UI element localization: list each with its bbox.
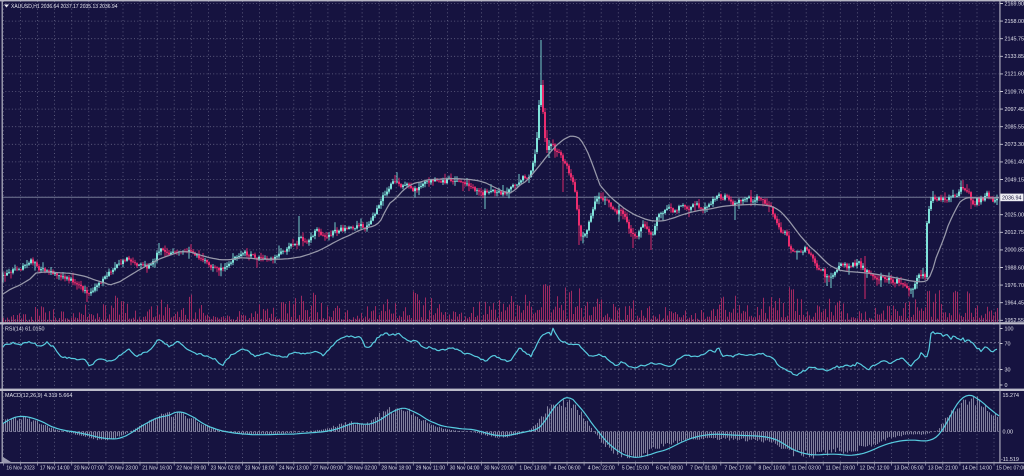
svg-text:8 Dec 10:00: 8 Dec 10:00 xyxy=(759,466,786,472)
svg-text:23 Nov 02:00: 23 Nov 02:00 xyxy=(211,466,241,472)
svg-text:11 Dec 19:00: 11 Dec 19:00 xyxy=(826,466,856,472)
svg-text:2121.60: 2121.60 xyxy=(1005,72,1024,78)
svg-text:2036.94: 2036.94 xyxy=(1002,196,1022,202)
svg-text:16 Nov 2023: 16 Nov 2023 xyxy=(6,466,35,472)
svg-text:-11.519: -11.519 xyxy=(1001,457,1019,463)
svg-text:15.274: 15.274 xyxy=(1003,393,1020,399)
svg-text:2012.75: 2012.75 xyxy=(1005,230,1024,236)
svg-text:0.00: 0.00 xyxy=(1003,429,1014,435)
svg-text:30 Nov 20:00: 30 Nov 20:00 xyxy=(484,466,514,472)
svg-text:1952.55: 1952.55 xyxy=(1005,318,1024,324)
svg-text:13 Dec 21:00: 13 Dec 21:00 xyxy=(928,466,958,472)
svg-text:MACD(12,26,9) 4.319 5.664: MACD(12,26,9) 4.319 5.664 xyxy=(5,393,72,399)
svg-text:2085.55: 2085.55 xyxy=(1005,125,1024,131)
svg-text:2169.90: 2169.90 xyxy=(1005,1,1024,7)
svg-text:30: 30 xyxy=(1005,367,1011,373)
svg-text:2049.15: 2049.15 xyxy=(1005,177,1024,183)
svg-text:30 Nov 04:00: 30 Nov 04:00 xyxy=(450,466,480,472)
svg-text:17 Nov 14:00: 17 Nov 14:00 xyxy=(40,466,70,472)
svg-text:22 Nov 09:00: 22 Nov 09:00 xyxy=(176,466,206,472)
svg-text:15 Dec 07:00: 15 Dec 07:00 xyxy=(996,466,1024,472)
svg-text:1 Dec 13:00: 1 Dec 13:00 xyxy=(519,466,546,472)
svg-text:2145.75: 2145.75 xyxy=(1005,37,1024,43)
svg-text:27 Nov 09:00: 27 Nov 09:00 xyxy=(313,466,343,472)
svg-text:7 Dec 17:00: 7 Dec 17:00 xyxy=(724,466,751,472)
svg-text:12 Dec 12:00: 12 Dec 12:00 xyxy=(860,466,890,472)
svg-text:20 Nov 23:00: 20 Nov 23:00 xyxy=(108,466,138,472)
svg-text:29 Nov 11:00: 29 Nov 11:00 xyxy=(416,466,446,472)
svg-text:4 Dec 06:00: 4 Dec 06:00 xyxy=(554,466,581,472)
svg-text:14 Dec 14:00: 14 Dec 14:00 xyxy=(962,466,992,472)
svg-text:20 Nov 07:00: 20 Nov 07:00 xyxy=(74,466,104,472)
svg-text:24 Nov 13:00: 24 Nov 13:00 xyxy=(279,466,309,472)
svg-text:2061.40: 2061.40 xyxy=(1005,160,1024,166)
svg-text:2109.70: 2109.70 xyxy=(1005,89,1024,95)
svg-text:13 Dec 05:00: 13 Dec 05:00 xyxy=(894,466,924,472)
svg-text:5 Dec 15:00: 5 Dec 15:00 xyxy=(622,466,649,472)
svg-text:28 Nov 02:00: 28 Nov 02:00 xyxy=(347,466,377,472)
svg-text:1976.70: 1976.70 xyxy=(1005,283,1024,289)
svg-text:RSI(14) 61.0150: RSI(14) 61.0150 xyxy=(5,327,45,333)
svg-text:2000.85: 2000.85 xyxy=(1005,248,1024,254)
svg-text:4 Dec 22:00: 4 Dec 22:00 xyxy=(588,466,615,472)
svg-text:28 Nov 18:00: 28 Nov 18:00 xyxy=(381,466,411,472)
svg-text:2025.00: 2025.00 xyxy=(1005,213,1024,219)
svg-text:2097.45: 2097.45 xyxy=(1005,107,1024,113)
svg-text:23 Nov 18:00: 23 Nov 18:00 xyxy=(245,466,275,472)
svg-text:2133.85: 2133.85 xyxy=(1005,54,1024,60)
svg-text:2158.00: 2158.00 xyxy=(1005,19,1024,25)
svg-text:70: 70 xyxy=(1005,341,1011,347)
svg-text:0: 0 xyxy=(1005,383,1008,389)
svg-text:21 Nov 16:00: 21 Nov 16:00 xyxy=(142,466,172,472)
svg-text:100: 100 xyxy=(1005,326,1014,332)
svg-text:6 Dec 08:00: 6 Dec 08:00 xyxy=(656,466,683,472)
svg-text:1988.60: 1988.60 xyxy=(1005,265,1024,271)
svg-text:XAUUSD,H1 2036.64 2037.17 203: XAUUSD,H1 2036.64 2037.17 2035.13 2036.9… xyxy=(11,4,118,10)
svg-text:1964.45: 1964.45 xyxy=(1005,301,1024,307)
svg-text:11 Dec 03:00: 11 Dec 03:00 xyxy=(792,466,822,472)
svg-text:2073.30: 2073.30 xyxy=(1005,142,1024,148)
svg-text:7 Dec 01:00: 7 Dec 01:00 xyxy=(690,466,717,472)
